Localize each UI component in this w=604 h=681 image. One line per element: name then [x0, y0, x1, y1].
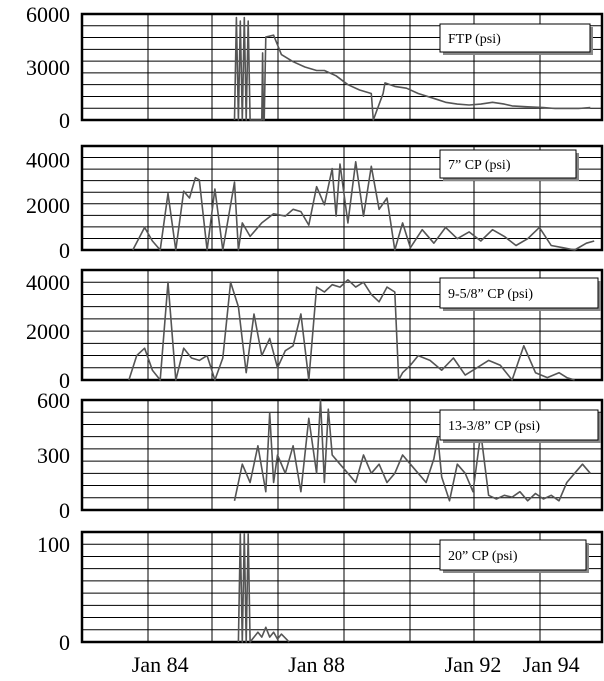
panel-frame — [80, 398, 604, 512]
y-tick-label: 3000 — [26, 55, 70, 80]
legend-box — [439, 539, 587, 571]
legend-box — [439, 277, 599, 309]
legend-label: 20” CP (psi) — [448, 549, 518, 564]
legend-label: 13-3/8” CP (psi) — [448, 419, 540, 434]
x-tick-label: Jan 94 — [523, 652, 580, 677]
y-tick-label: 300 — [37, 443, 70, 468]
y-tick-label: 0 — [59, 108, 70, 133]
y-tick-label: 6000 — [26, 2, 70, 27]
chart-panel: 4000 2000 0 9-5/8” CP (psi) — [26, 268, 604, 393]
panel-frame — [80, 268, 604, 382]
x-tick-label: Jan 84 — [132, 652, 189, 677]
y-tick-label: 2000 — [26, 193, 70, 218]
chart-panel: 600 300 0 13-3/8” CP (psi) — [37, 388, 604, 523]
legend-label: 7” CP (psi) — [448, 158, 511, 173]
panel-frame — [80, 12, 604, 122]
series-line — [233, 399, 591, 502]
chart-panel: 4000 2000 0 7” CP (psi) — [26, 144, 604, 263]
series-line — [132, 161, 595, 251]
legend-box — [439, 409, 599, 441]
y-tick-label: 4000 — [26, 148, 70, 173]
y-tick-label: 0 — [59, 368, 70, 393]
panel-frame — [80, 144, 604, 252]
y-tick-label: 0 — [59, 498, 70, 523]
x-axis: Jan 84 Jan 88 Jan 92 Jan 94 — [132, 652, 580, 677]
chart-panel: 100 0 20” CP (psi) — [37, 530, 604, 655]
x-tick-label: Jan 88 — [288, 652, 345, 677]
y-tick-label: 100 — [37, 532, 70, 557]
chart-panel: 6000 3000 0 FTP (psi) — [26, 2, 604, 133]
legend-box — [439, 23, 591, 53]
series-line — [237, 533, 290, 643]
panel-frame — [80, 530, 604, 644]
series-line — [128, 278, 575, 381]
series-line — [233, 16, 591, 121]
legend-box — [439, 149, 577, 179]
y-tick-label: 0 — [59, 630, 70, 655]
x-tick-label: Jan 92 — [445, 652, 502, 677]
y-tick-label: 0 — [59, 238, 70, 263]
y-tick-label: 600 — [37, 388, 70, 413]
legend-label: FTP (psi) — [448, 32, 501, 47]
y-tick-label: 4000 — [26, 270, 70, 295]
y-tick-label: 2000 — [26, 319, 70, 344]
legend-label: 9-5/8” CP (psi) — [448, 287, 533, 302]
